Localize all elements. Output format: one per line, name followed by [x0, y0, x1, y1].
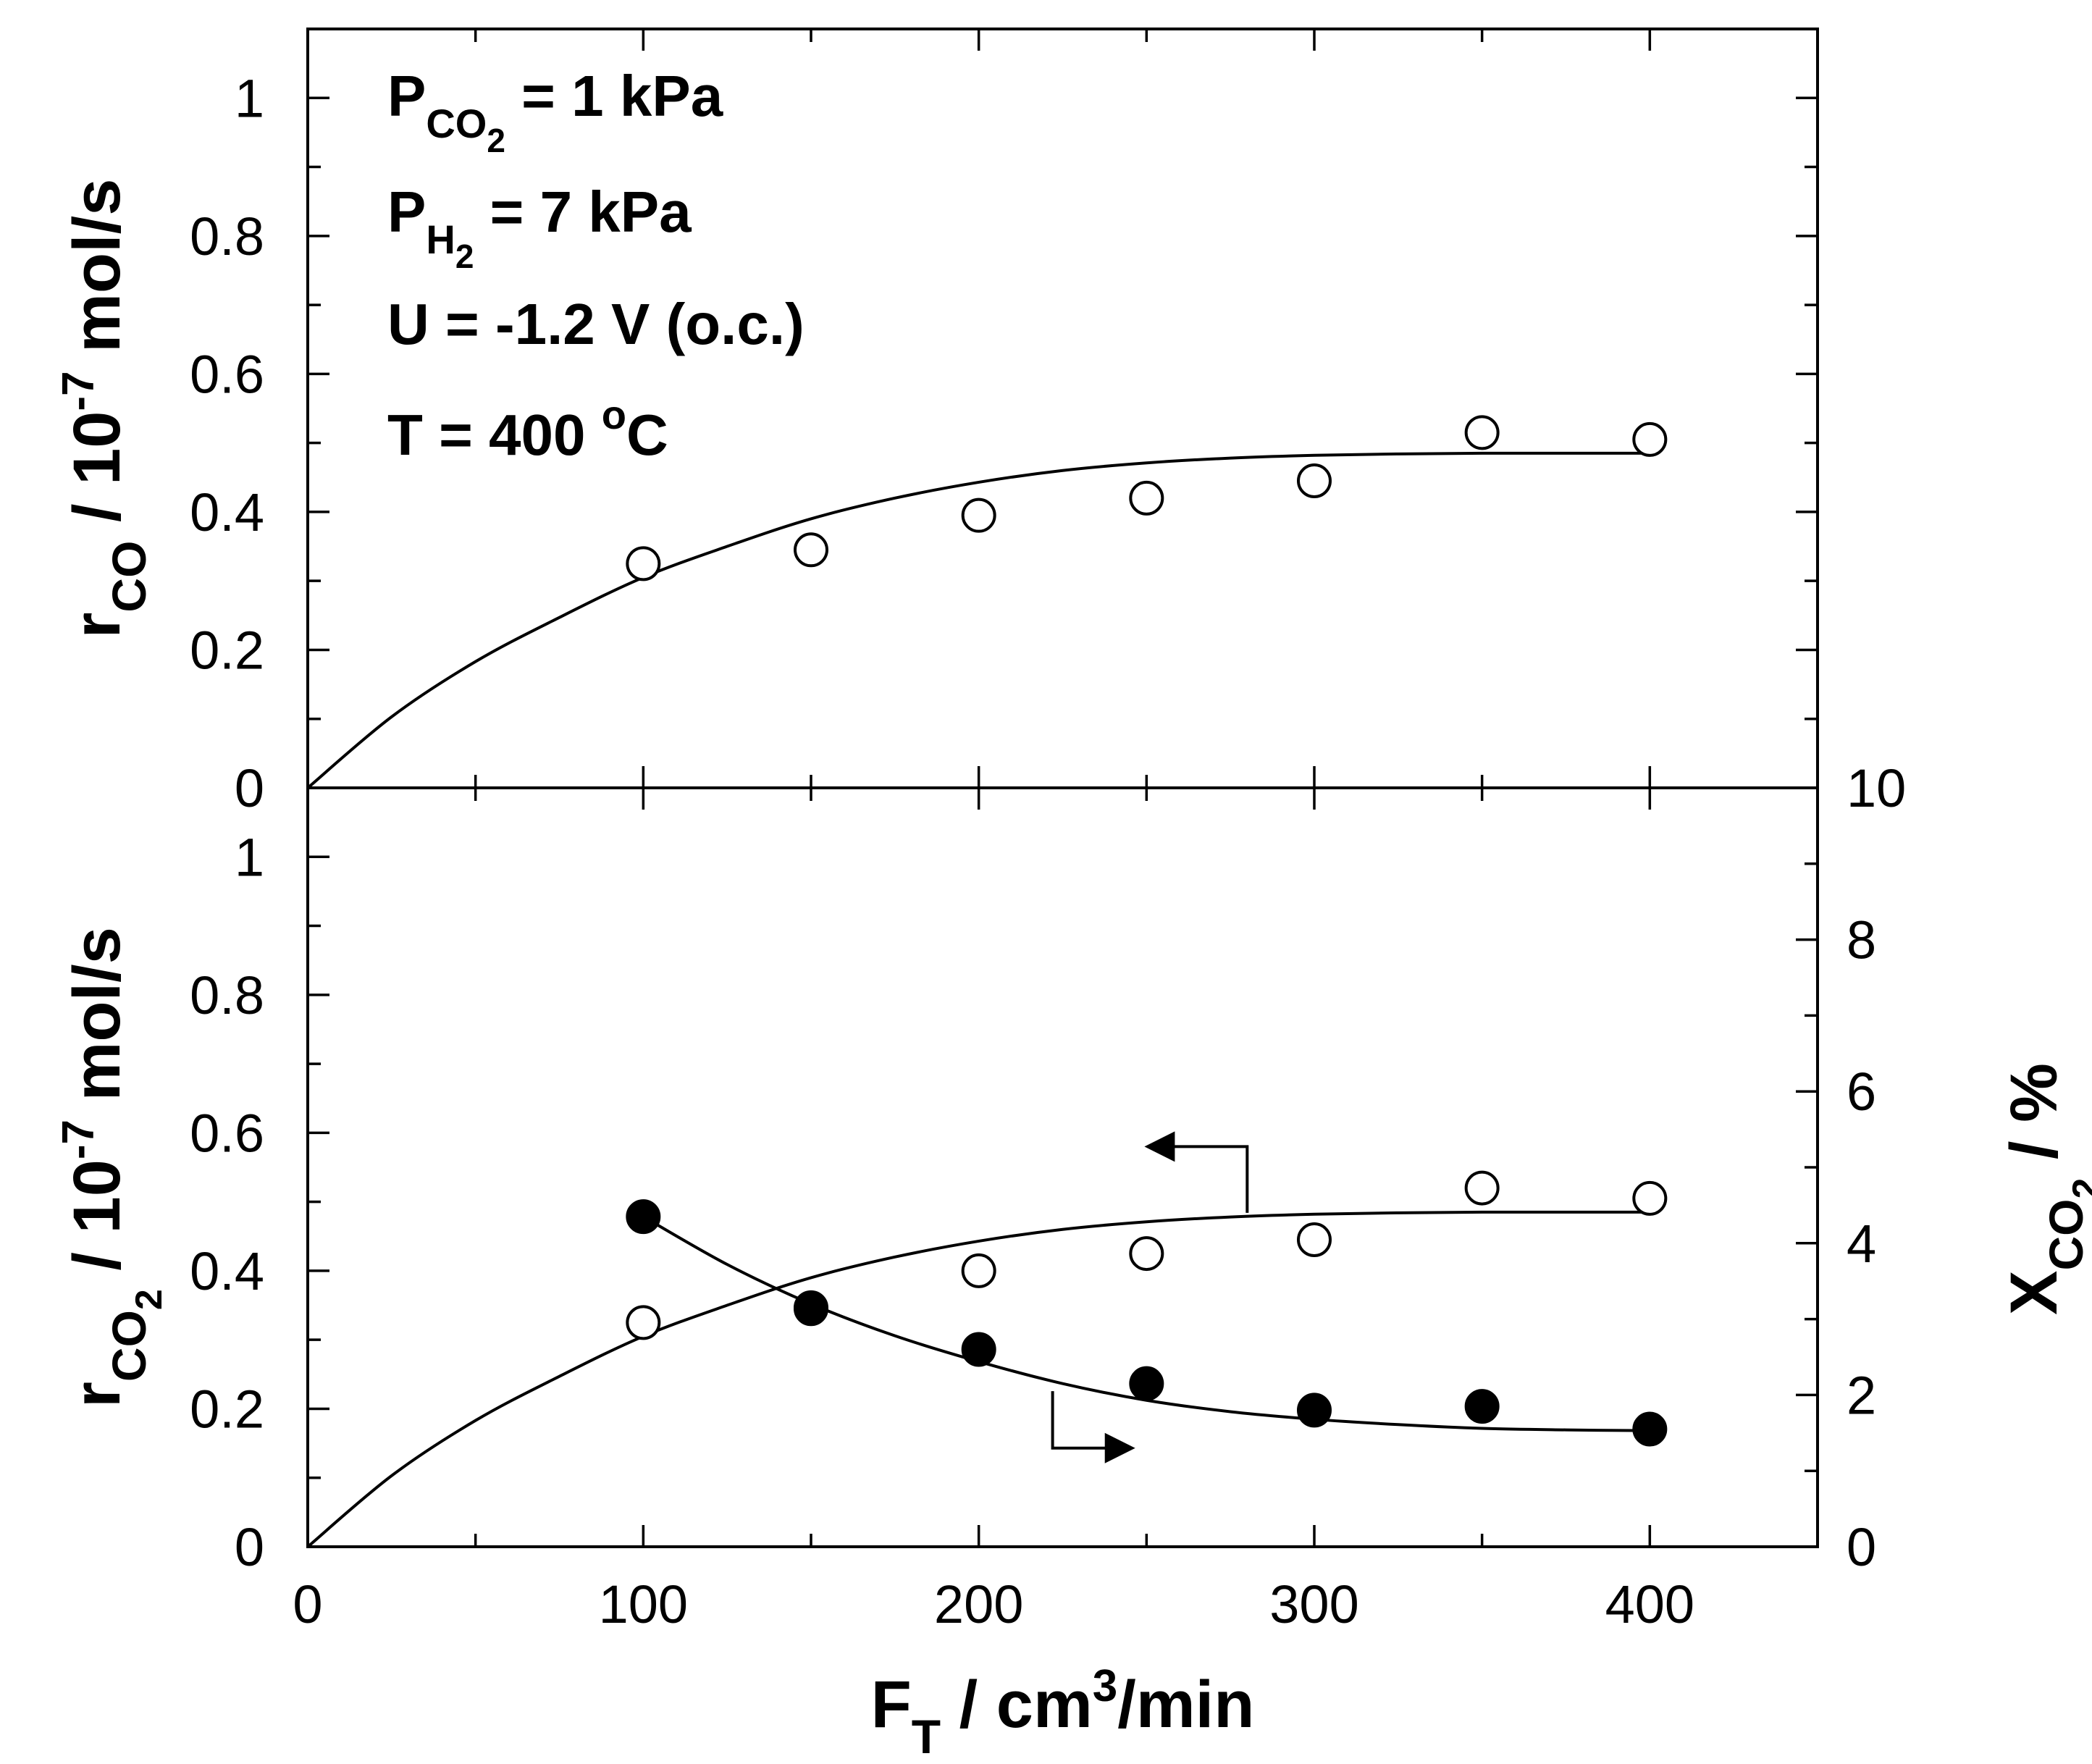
- bottom-y2-tick-label: 8: [1847, 910, 1876, 970]
- top-point-open: [626, 546, 661, 581]
- bottom-x-tick-label: 100: [599, 1574, 688, 1634]
- bottom-point-open: [961, 1253, 996, 1288]
- top-y-axis-label: rCO / 10-7 mol/s: [54, 179, 156, 639]
- bottom-y2-axis-label: XCO2 / %: [1997, 1063, 2092, 1315]
- bottom-x-tick-label: 200: [934, 1574, 1023, 1634]
- bottom-y2-tick-label: 2: [1847, 1365, 1876, 1425]
- bottom-point-open: [626, 1305, 661, 1340]
- condition-annotation: PH2 = 7 kPa: [387, 180, 692, 275]
- top-point-open: [1464, 415, 1500, 450]
- top-point-open: [794, 532, 828, 568]
- bottom-y-tick-label: 0.4: [190, 1241, 264, 1301]
- bottom-y-tick-label: 0.8: [190, 965, 264, 1025]
- bottom-point-open: [1129, 1236, 1164, 1272]
- right-axis-arrow: [1051, 1391, 1106, 1450]
- bottom-y2-tick-label: 10: [1847, 758, 1906, 818]
- top-fit-curve-left: [306, 451, 1650, 789]
- bottom-point-filled: [626, 1199, 661, 1235]
- bottom-point-filled: [794, 1290, 828, 1325]
- bottom-point-open: [1464, 1170, 1500, 1206]
- left-axis-arrow: [1173, 1145, 1249, 1213]
- bottom-point-filled: [1632, 1411, 1668, 1447]
- bottom-x-tick-label: 0: [293, 1574, 322, 1634]
- top-y-tick-label: 0: [235, 758, 264, 818]
- top-y-tick-label: 0.2: [190, 620, 264, 680]
- x-axis-label: FT / cm3/min: [871, 1661, 1255, 1763]
- condition-annotation: T = 400 oC: [387, 392, 668, 467]
- top-point-open: [1632, 421, 1668, 457]
- bottom-x-tick-label: 300: [1269, 1574, 1358, 1634]
- top-point-open: [1297, 463, 1332, 499]
- bottom-y-tick-label: 0.2: [190, 1379, 264, 1439]
- top-y-tick-label: 0.4: [190, 482, 264, 542]
- right-axis-arrowhead: [1104, 1432, 1135, 1463]
- bottom-y2-tick-label: 6: [1847, 1062, 1876, 1122]
- bottom-x-tick-label: 400: [1605, 1574, 1694, 1634]
- bottom-point-filled: [1129, 1366, 1164, 1401]
- bottom-y2-tick-label: 0: [1847, 1517, 1876, 1577]
- bottom-point-filled: [1464, 1389, 1500, 1424]
- top-point-open: [961, 497, 996, 533]
- bottom-y-axis-label: rCO2 / 10-7 mol/s: [54, 927, 170, 1408]
- bottom-fit-curve-left: [306, 1210, 1650, 1548]
- bottom-point-open: [1632, 1180, 1668, 1216]
- bottom-y-tick-label: 0: [235, 1517, 264, 1577]
- bottom-point-filled: [1297, 1393, 1332, 1428]
- condition-annotation: PCO2 = 1 kPa: [387, 64, 723, 159]
- top-y-tick-label: 0.6: [190, 344, 264, 404]
- bottom-point-filled: [961, 1332, 996, 1367]
- bottom-y2-tick-label: 4: [1847, 1214, 1876, 1274]
- bottom-y-tick-label: 1: [235, 827, 264, 887]
- top-point-open: [1129, 480, 1164, 516]
- axis-labels: FT / cm3/min rCO / 10-7 mol/s rCO2 / 10-7 …: [54, 179, 2092, 1763]
- bottom-y-tick-label: 0.6: [190, 1103, 264, 1163]
- top-y-tick-label: 0.8: [190, 206, 264, 266]
- condition-annotation: U = -1.2 V (o.c.): [387, 292, 805, 356]
- left-axis-arrowhead: [1144, 1131, 1175, 1162]
- bottom-point-open: [1297, 1222, 1332, 1258]
- top-y-tick-label: 1: [235, 68, 264, 128]
- top-panel: 0 0.2 0.4 0.6 0.8 1 PCO2 = 1 kPa PH2 = 7 kPa U =…: [190, 28, 1819, 818]
